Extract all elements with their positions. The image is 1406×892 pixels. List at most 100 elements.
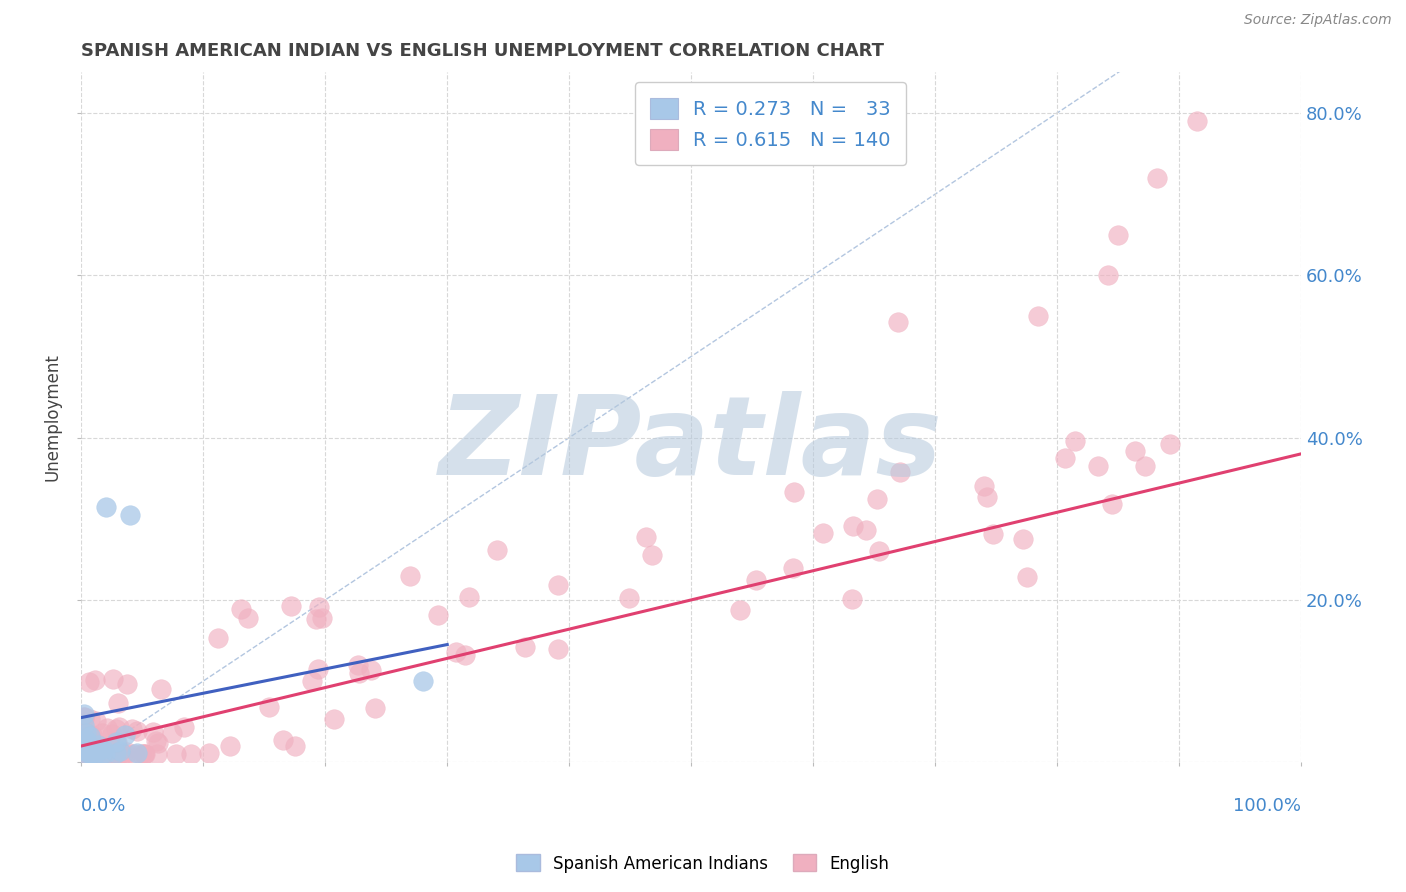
Point <box>305 612 328 626</box>
Point <box>1101 497 1123 511</box>
Point <box>280 599 302 614</box>
Point <box>149 681 172 696</box>
Point <box>73 747 96 761</box>
Point <box>398 569 420 583</box>
Point <box>165 747 187 761</box>
Point <box>79 728 101 742</box>
Point <box>173 720 195 734</box>
Point <box>73 710 96 724</box>
Point <box>115 747 138 761</box>
Point <box>94 500 117 514</box>
Point <box>73 740 96 755</box>
Point <box>547 578 569 592</box>
Point <box>91 726 114 740</box>
Point <box>617 591 640 605</box>
Point <box>236 611 259 625</box>
Point <box>108 721 131 735</box>
Point <box>83 747 105 761</box>
Point <box>79 740 101 755</box>
Text: ZIPatlas: ZIPatlas <box>439 392 943 499</box>
Point <box>86 747 108 761</box>
Point <box>976 490 998 504</box>
Point <box>1107 227 1129 242</box>
Text: SPANISH AMERICAN INDIAN VS ENGLISH UNEMPLOYMENT CORRELATION CHART: SPANISH AMERICAN INDIAN VS ENGLISH UNEMP… <box>82 42 884 60</box>
Point <box>94 745 117 759</box>
Point <box>311 611 333 625</box>
Point <box>73 732 96 747</box>
Point <box>412 674 434 689</box>
Point <box>83 747 105 761</box>
Point <box>82 744 104 758</box>
Point <box>73 711 96 725</box>
Point <box>207 631 229 645</box>
Y-axis label: Unemployment: Unemployment <box>44 353 60 482</box>
Point <box>105 746 128 760</box>
Point <box>284 739 307 753</box>
Point <box>73 707 96 722</box>
Point <box>513 640 536 655</box>
Point <box>89 741 111 756</box>
Point <box>886 315 908 329</box>
Point <box>124 747 146 761</box>
Point <box>98 747 121 761</box>
Point <box>307 662 329 676</box>
Point <box>79 735 101 749</box>
Point <box>322 712 344 726</box>
Point <box>98 741 121 756</box>
Point <box>868 544 890 558</box>
Point <box>107 696 129 710</box>
Point <box>346 658 368 673</box>
Point <box>90 747 112 761</box>
Point <box>1015 570 1038 584</box>
Point <box>82 747 104 761</box>
Point <box>79 747 101 761</box>
Point <box>1123 444 1146 458</box>
Point <box>77 674 100 689</box>
Point <box>360 663 382 677</box>
Point <box>1064 434 1087 448</box>
Point <box>855 523 877 537</box>
Point <box>458 590 481 604</box>
Point <box>744 573 766 587</box>
Point <box>301 673 323 688</box>
Point <box>841 592 863 607</box>
Point <box>75 733 97 747</box>
Point <box>198 747 221 761</box>
Point <box>96 747 118 761</box>
Point <box>1159 437 1181 451</box>
Point <box>146 736 169 750</box>
Point <box>782 561 804 575</box>
Point <box>145 734 167 748</box>
Point <box>108 747 131 761</box>
Point <box>90 747 112 761</box>
Point <box>118 508 141 522</box>
Text: Source: ZipAtlas.com: Source: ZipAtlas.com <box>1244 13 1392 28</box>
Legend: R = 0.273   N =   33, R = 0.615   N = 140: R = 0.273 N = 33, R = 0.615 N = 140 <box>634 82 907 165</box>
Point <box>634 530 657 544</box>
Point <box>349 666 371 681</box>
Point <box>73 747 96 761</box>
Point <box>127 746 149 760</box>
Point <box>1087 459 1109 474</box>
Point <box>75 725 97 739</box>
Point <box>87 738 110 752</box>
Point <box>73 747 96 761</box>
Point <box>1097 268 1119 283</box>
Point <box>73 747 96 761</box>
Point <box>90 747 112 761</box>
Point <box>75 744 97 758</box>
Point <box>89 747 111 761</box>
Point <box>444 645 467 659</box>
Point <box>103 747 125 761</box>
Point <box>115 677 138 691</box>
Point <box>82 742 104 756</box>
Point <box>77 738 100 752</box>
Point <box>105 722 128 736</box>
Point <box>363 701 385 715</box>
Point <box>1187 114 1209 128</box>
Point <box>91 747 114 761</box>
Point <box>889 465 911 479</box>
Point <box>82 744 104 758</box>
Point <box>96 721 118 735</box>
Point <box>79 738 101 752</box>
